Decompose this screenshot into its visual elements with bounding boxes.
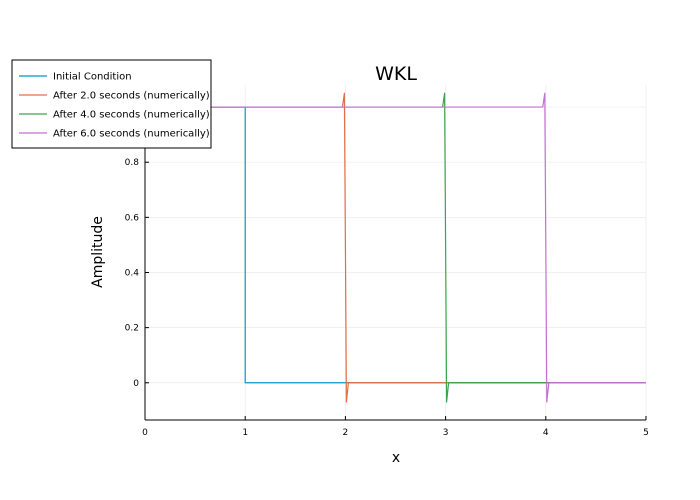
y-axis-title: Amplitude (90, 216, 106, 288)
y-tick-label-0: 0 (133, 379, 139, 389)
x-tick-label-4: 4 (543, 428, 549, 438)
legend-label-0: Initial Condition (53, 72, 132, 83)
legend-label-3: After 6.0 seconds (numerically) (53, 129, 210, 140)
legend-label-2: After 4.0 seconds (numerically) (53, 110, 210, 121)
chart-title: WKL (375, 63, 417, 85)
x-tick-label-0: 0 (142, 428, 148, 438)
y-tick-label-1: 0.2 (125, 324, 139, 334)
tick-labels: 0 1 2 3 4 5 0 0.2 0.4 0.6 0.8 (125, 158, 649, 438)
series-line-0 (145, 106, 646, 384)
x-tick-label-2: 2 (343, 428, 349, 438)
series-line-2 (145, 92, 646, 403)
x-tick-label-1: 1 (242, 428, 248, 438)
y-tick-label-2: 0.4 (125, 268, 140, 278)
x-tick-label-5: 5 (643, 428, 649, 438)
y-tick-label-3: 0.6 (125, 213, 140, 223)
x-axis-title: x (392, 450, 400, 466)
y-tick-label-4: 0.8 (125, 158, 140, 168)
legend: Initial Condition After 2.0 seconds (nume… (11, 59, 212, 149)
series-line-3 (145, 92, 646, 403)
grid (144, 85, 647, 420)
axes (144, 85, 647, 421)
series-lines (145, 92, 646, 403)
x-tick-label-3: 3 (443, 428, 449, 438)
series-line-1 (145, 92, 646, 403)
legend-label-1: After 2.0 seconds (numerically) (53, 91, 210, 102)
